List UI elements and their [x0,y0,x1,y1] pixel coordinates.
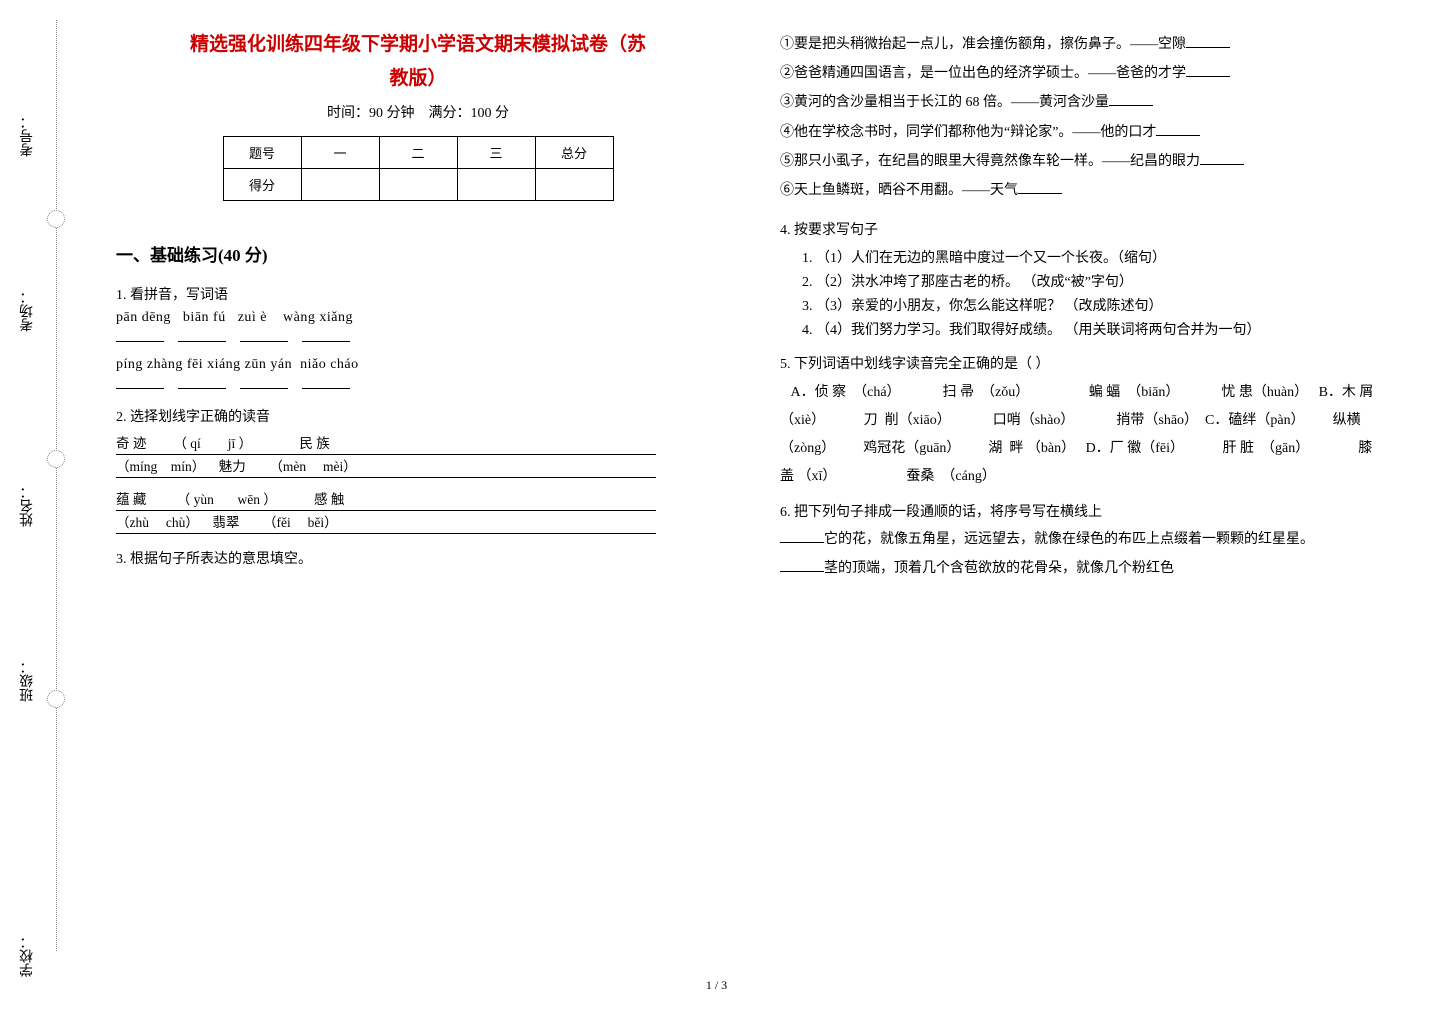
q3-item-4: ④他在学校念书时，同学们都称他为“辩论家”。——他的口才 [780,120,1384,145]
th-1: 一 [301,137,379,169]
cut-dot-2 [47,450,65,468]
column-right: ①要是把头稍微抬起一点儿，准会撞伤额角，擦伤鼻子。——空隙 ②爸爸精通四国语言，… [762,0,1402,1011]
q3-item-4-text: ④他在学校念书时，同学们都称他为“辩论家”。——他的口才 [780,125,1156,140]
q4-item-1: （1）人们在无边的黑暗中度过一个又一个长夜。（缩句） [816,247,1384,267]
q3-item-3-text: ③黄河的含沙量相当于长江的 68 倍。——黄河含沙量 [780,95,1109,110]
q4-list: （1）人们在无边的黑暗中度过一个又一个长夜。（缩句） （2）洪水冲垮了那座古老的… [816,247,1384,339]
q4: 4. 按要求写句子 [780,219,1384,239]
q3-item-2: ②爸爸精通四国语言，是一位出色的经济学硕士。——爸爸的才学 [780,61,1384,86]
th-0: 题号 [223,137,301,169]
section-1-heading: 一、基础练习(40 分) [116,241,720,266]
cell-1 [301,169,379,201]
label-kaochang: 考场： [18,290,38,332]
q3-item-1: ①要是把头稍微抬起一点儿，准会撞伤额角，擦伤鼻子。——空隙 [780,32,1384,57]
q6-line1-text: 它的花，就像五角星，远远望去，就像在绿色的布匹上点缀着一颗颗的红星星。 [824,532,1314,547]
cell-3 [457,169,535,201]
subtitle: 时间：90 分钟 满分：100 分 [116,102,720,122]
q3-item-6: ⑥天上鱼鳞斑，晒谷不用翻。——天气 [780,178,1384,203]
th-3: 三 [457,137,535,169]
title-line1: 精选强化训练四年级下学期小学语文期末模拟试卷（苏 [116,28,720,62]
q3-item-5-text: ⑤那只小虱子，在纪昌的眼里大得竟然像车轮一样。——纪昌的眼力 [780,154,1200,169]
q1: 1. 看拼音，写词语 [116,284,720,304]
q6: 6. 把下列句子排成一段通顺的话，将序号写在横线上 [780,501,1384,521]
q3-item-1-text: ①要是把头稍微抬起一点儿，准会撞伤额角，擦伤鼻子。——空隙 [780,37,1186,52]
q4-item-2: （2）洪水冲垮了那座古老的桥。 （改成“被”字句） [816,271,1384,291]
cut-line [56,20,57,951]
title-line2: 教版） [116,62,720,96]
q3-item-5: ⑤那只小虱子，在纪昌的眼里大得竟然像车轮一样。——纪昌的眼力 [780,149,1384,174]
q2-l2: （míng mín） 魅力 （mèn mèi） [116,455,656,478]
binding-margin: 考号： 考场： 姓名： 班级： 学校： [0,0,90,1011]
q1-blank-row1 [116,328,720,347]
q1-pinyin-row1: pān dēng biān fú zuì è wàng xiǎng [116,310,720,326]
label-xingming: 姓名： [18,485,38,527]
q4-item-3: （3）亲爱的小朋友，你怎么能这样呢？ （改成陈述句） [816,295,1384,315]
q3-item-2-text: ②爸爸精通四国语言，是一位出色的经济学硕士。——爸爸的才学 [780,66,1186,81]
q2-l4: （zhù chù） 翡翠 （fěi běi） [116,511,656,534]
q1-blank-row2 [116,375,720,394]
q5: 5. 下列词语中划线字读音完全正确的是（ ） [780,353,1384,373]
q3: 3. 根据句子所表达的意思填空。 [116,548,720,568]
row-label: 得分 [223,169,301,201]
cut-dot-1 [47,210,65,228]
label-banji: 班级： [18,660,38,702]
th-2: 二 [379,137,457,169]
q1-pinyin-row2: píng zhàng fēi xiáng zūn yán niǎo cháo [116,357,720,373]
q4-item-4: （4）我们努力学习。我们取得好成绩。 （用关联词将两句合并为一句） [816,319,1384,339]
q6-line2-text: 茎的顶端，顶着几个含苞欲放的花骨朵，就像几个粉红色 [824,561,1174,576]
column-left: 精选强化训练四年级下学期小学语文期末模拟试卷（苏 教版） 时间：90 分钟 满分… [98,0,738,1011]
score-table: 题号 一 二 三 总分 得分 [223,136,614,201]
th-4: 总分 [535,137,613,169]
cell-2 [379,169,457,201]
label-xuexiao: 学校： [18,935,38,977]
q6-line2: 茎的顶端，顶着几个含苞欲放的花骨朵，就像几个粉红色 [780,556,1384,581]
cell-4 [535,169,613,201]
q2: 2. 选择划线字正确的读音 [116,406,720,426]
cut-dot-3 [47,690,65,708]
label-kaohao: 考号： [18,115,38,157]
q5-options: A．侦 察 （chá） 扫 帚 （zǒu） 蝙 蝠 （biān） 忧 患（huà… [780,379,1384,491]
page-number: 1 / 3 [0,978,1433,993]
q3-item-3: ③黄河的含沙量相当于长江的 68 倍。——黄河含沙量 [780,90,1384,115]
q2-l1: 奇 迹 （ qí jī ） 民 族 [116,432,656,455]
q3-item-6-text: ⑥天上鱼鳞斑，晒谷不用翻。——天气 [780,183,1018,198]
q2-l3: 蕴 藏 （ yùn wēn ） 感 触 [116,488,656,511]
q6-line1: 它的花，就像五角星，远远望去，就像在绿色的布匹上点缀着一颗颗的红星星。 [780,527,1384,552]
